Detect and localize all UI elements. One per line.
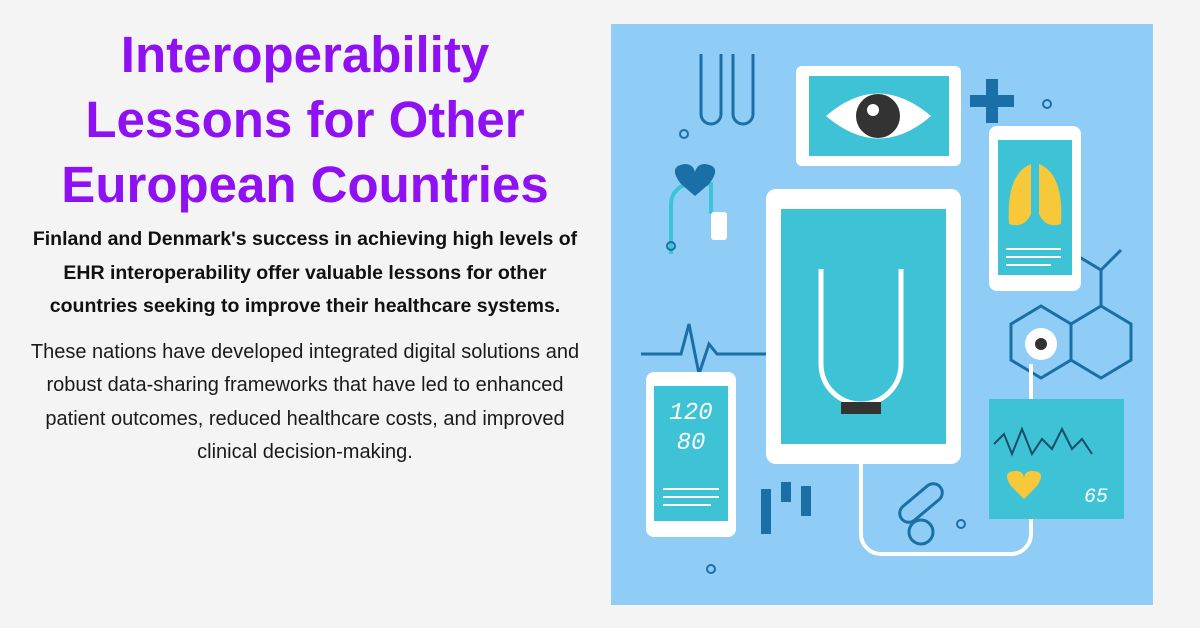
lungs-phone-icon bbox=[989, 126, 1081, 291]
blood-pressure-phone-icon: 120 80 bbox=[646, 372, 736, 537]
heart-icon bbox=[674, 164, 716, 196]
heart-rate-monitor-icon: 65 bbox=[989, 399, 1124, 519]
lead-paragraph: Finland and Denmark's success in achievi… bbox=[32, 228, 578, 317]
pill-icon bbox=[898, 482, 944, 524]
bar-chart-icon bbox=[761, 482, 811, 534]
text-panel: Interoperability Lessons for Other Europ… bbox=[30, 22, 580, 470]
bp-diastolic-text: 80 bbox=[677, 430, 706, 457]
heartbeat-line-icon bbox=[641, 323, 767, 380]
plus-icon bbox=[970, 79, 1014, 123]
page-title: Interoperability Lessons for Other Europ… bbox=[61, 26, 549, 213]
eye-tablet-icon bbox=[796, 66, 961, 166]
healthcare-illustration: 120 80 65 bbox=[611, 24, 1153, 605]
test-tubes-icon bbox=[699, 54, 755, 126]
tablet-pill-icon bbox=[907, 518, 935, 546]
stethoscope-tablet-icon bbox=[766, 189, 961, 464]
body-paragraph: These nations have developed integrated … bbox=[30, 340, 580, 464]
bp-systolic-text: 120 bbox=[669, 400, 712, 427]
heart-rate-text: 65 bbox=[1084, 486, 1108, 509]
